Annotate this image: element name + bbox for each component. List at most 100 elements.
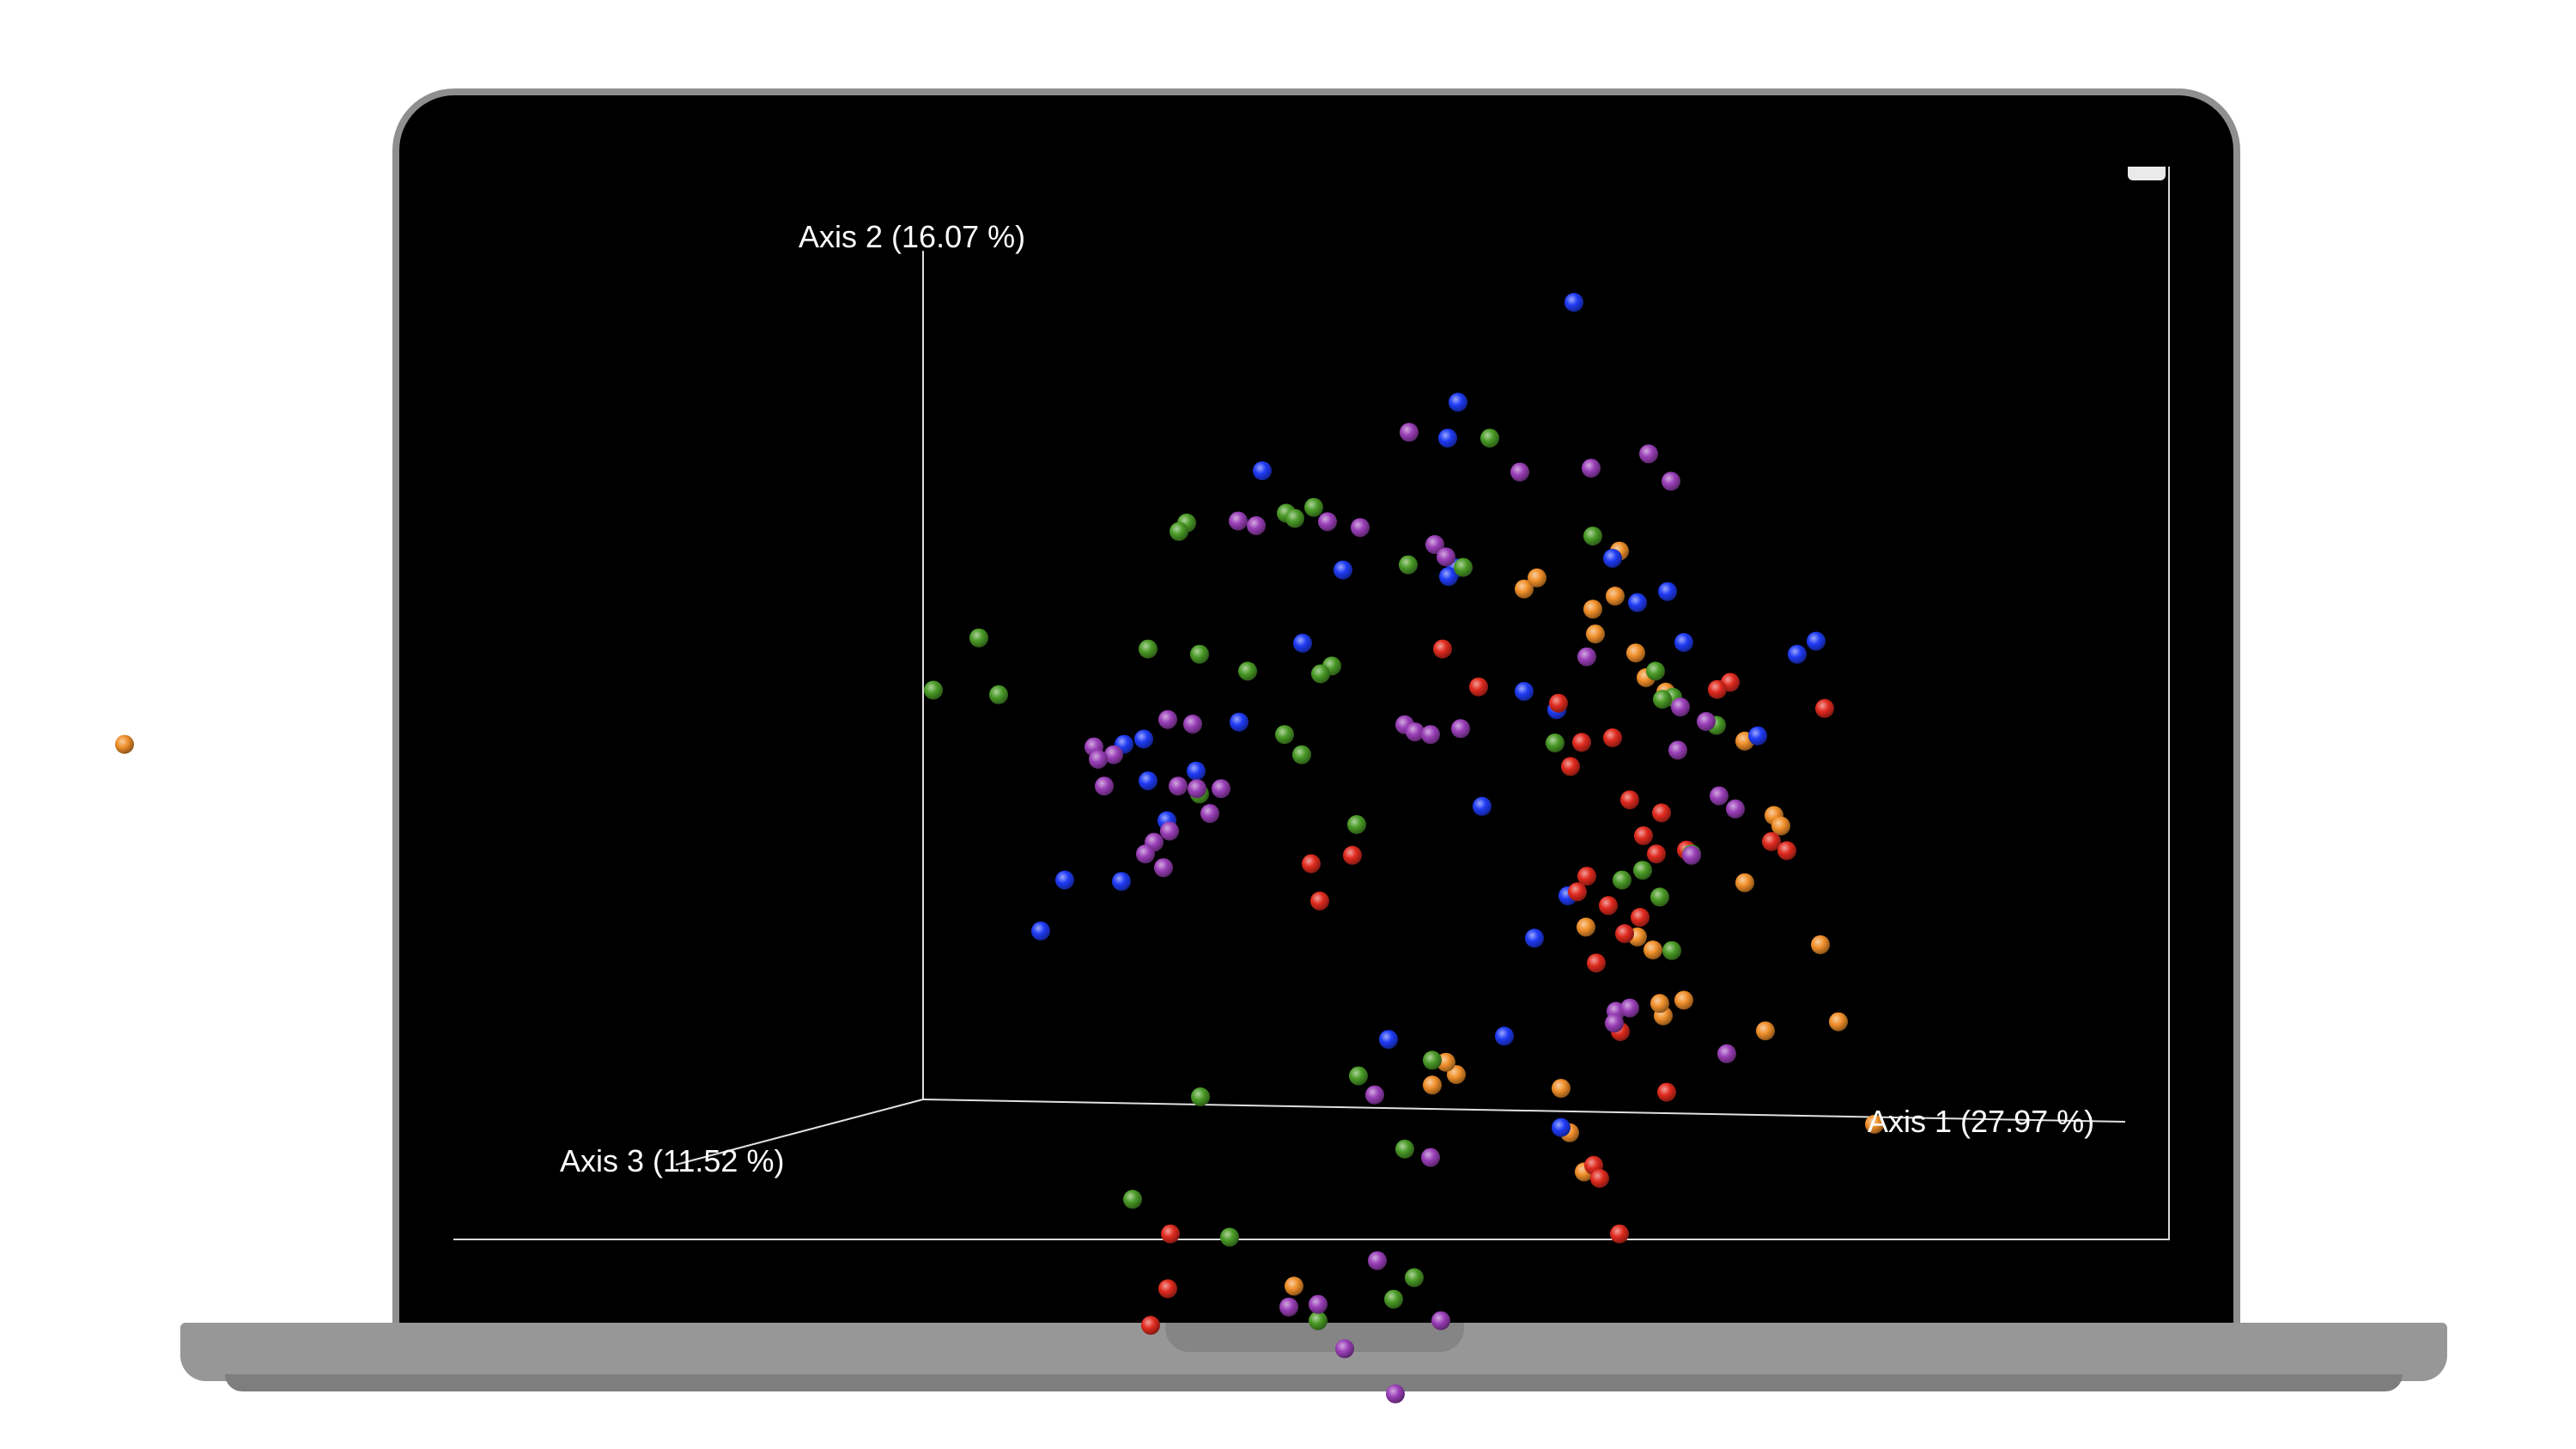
data-point[interactable] <box>1726 799 1745 819</box>
data-point[interactable] <box>1285 1276 1303 1296</box>
data-point[interactable] <box>1365 1085 1384 1105</box>
data-point[interactable] <box>1400 423 1419 442</box>
data-point[interactable] <box>1674 633 1693 652</box>
data-point[interactable] <box>1634 826 1653 845</box>
data-point[interactable] <box>1577 647 1596 667</box>
data-point[interactable] <box>1495 1026 1514 1046</box>
data-point[interactable] <box>1200 804 1219 824</box>
data-point[interactable] <box>1615 924 1634 943</box>
data-point[interactable] <box>1311 664 1330 684</box>
data-point[interactable] <box>1112 872 1131 892</box>
data-point[interactable] <box>1603 728 1622 747</box>
data-point[interactable] <box>1546 734 1564 752</box>
data-point[interactable] <box>1031 921 1050 941</box>
data-point[interactable] <box>1480 429 1499 448</box>
data-point[interactable] <box>1160 821 1179 841</box>
data-point[interactable] <box>1662 941 1681 960</box>
data-point[interactable] <box>1379 1030 1398 1050</box>
data-point[interactable] <box>1431 1311 1450 1330</box>
data-point[interactable] <box>1134 729 1153 749</box>
data-point[interactable] <box>1139 771 1157 791</box>
data-point[interactable] <box>1682 845 1701 865</box>
data-point[interactable] <box>1095 776 1114 796</box>
data-point[interactable] <box>1304 497 1323 517</box>
data-point[interactable] <box>1395 1139 1414 1159</box>
data-point[interactable] <box>1454 557 1473 577</box>
data-point[interactable] <box>1399 555 1418 575</box>
data-point[interactable] <box>1055 870 1074 890</box>
data-point[interactable] <box>1473 796 1492 816</box>
data-point[interactable] <box>1230 712 1249 732</box>
data-point[interactable] <box>1552 1079 1571 1099</box>
data-point[interactable] <box>1423 1075 1442 1095</box>
data-point[interactable] <box>1628 593 1647 612</box>
data-point[interactable] <box>1620 998 1639 1018</box>
data-point[interactable] <box>1606 587 1625 606</box>
data-point[interactable] <box>1865 1114 1884 1134</box>
minimize-icon[interactable] <box>2128 167 2166 180</box>
data-point[interactable] <box>1309 1311 1327 1330</box>
data-point[interactable] <box>1807 631 1826 651</box>
data-point[interactable] <box>1139 639 1157 659</box>
data-point[interactable] <box>1653 690 1672 709</box>
data-point[interactable] <box>1650 887 1669 907</box>
data-point[interactable] <box>1735 873 1754 892</box>
data-point[interactable] <box>1829 1012 1848 1032</box>
data-point[interactable] <box>1349 1066 1368 1086</box>
data-point[interactable] <box>1421 725 1440 745</box>
data-point[interactable] <box>1212 779 1230 799</box>
data-point[interactable] <box>1613 870 1631 890</box>
data-point[interactable] <box>1577 867 1596 886</box>
data-point[interactable] <box>1310 892 1329 910</box>
data-point[interactable] <box>1423 1050 1442 1070</box>
data-point[interactable] <box>1285 508 1304 528</box>
data-point[interactable] <box>1811 935 1830 954</box>
data-point[interactable] <box>1437 547 1455 567</box>
data-point[interactable] <box>1552 1117 1571 1137</box>
data-point[interactable] <box>1343 845 1362 865</box>
data-point[interactable] <box>1154 858 1173 878</box>
data-point[interactable] <box>1599 896 1618 916</box>
data-point[interactable] <box>1279 1297 1298 1317</box>
data-point[interactable] <box>1771 816 1790 836</box>
data-point[interactable] <box>1620 790 1639 810</box>
data-point[interactable] <box>1777 841 1796 861</box>
data-point[interactable] <box>969 628 988 648</box>
data-point[interactable] <box>1586 624 1605 644</box>
data-point[interactable] <box>1647 844 1666 864</box>
data-point[interactable] <box>1717 1044 1736 1063</box>
data-point[interactable] <box>1158 1279 1177 1299</box>
data-point[interactable] <box>1590 1169 1609 1188</box>
data-point[interactable] <box>1525 928 1544 948</box>
data-point[interactable] <box>1572 733 1591 752</box>
data-point[interactable] <box>1335 1339 1354 1359</box>
data-point[interactable] <box>1510 462 1529 482</box>
data-point[interactable] <box>1650 994 1669 1014</box>
data-point[interactable] <box>1605 1014 1624 1033</box>
data-point[interactable] <box>115 734 134 754</box>
data-point[interactable] <box>1756 1021 1775 1041</box>
data-point[interactable] <box>1253 461 1272 481</box>
data-point[interactable] <box>1668 740 1687 760</box>
data-point[interactable] <box>1633 861 1652 880</box>
data-point[interactable] <box>1247 516 1266 535</box>
data-point[interactable] <box>1170 521 1188 541</box>
data-point[interactable] <box>1568 882 1587 902</box>
data-point[interactable] <box>1646 661 1665 681</box>
data-point[interactable] <box>1657 1082 1676 1102</box>
data-point[interactable] <box>1187 761 1206 781</box>
data-point[interactable] <box>1421 1148 1440 1167</box>
data-point[interactable] <box>1643 941 1662 959</box>
data-point[interactable] <box>1275 725 1294 745</box>
data-point[interactable] <box>1788 644 1807 664</box>
data-point[interactable] <box>1161 1224 1180 1244</box>
data-point[interactable] <box>1334 560 1352 580</box>
data-point[interactable] <box>1136 844 1155 864</box>
data-point[interactable] <box>1141 1316 1160 1335</box>
data-point[interactable] <box>1406 722 1425 742</box>
data-point[interactable] <box>1089 750 1108 769</box>
data-point[interactable] <box>1582 459 1601 478</box>
data-point[interactable] <box>1583 527 1602 546</box>
data-point[interactable] <box>1158 709 1177 729</box>
data-point[interactable] <box>1710 786 1728 806</box>
